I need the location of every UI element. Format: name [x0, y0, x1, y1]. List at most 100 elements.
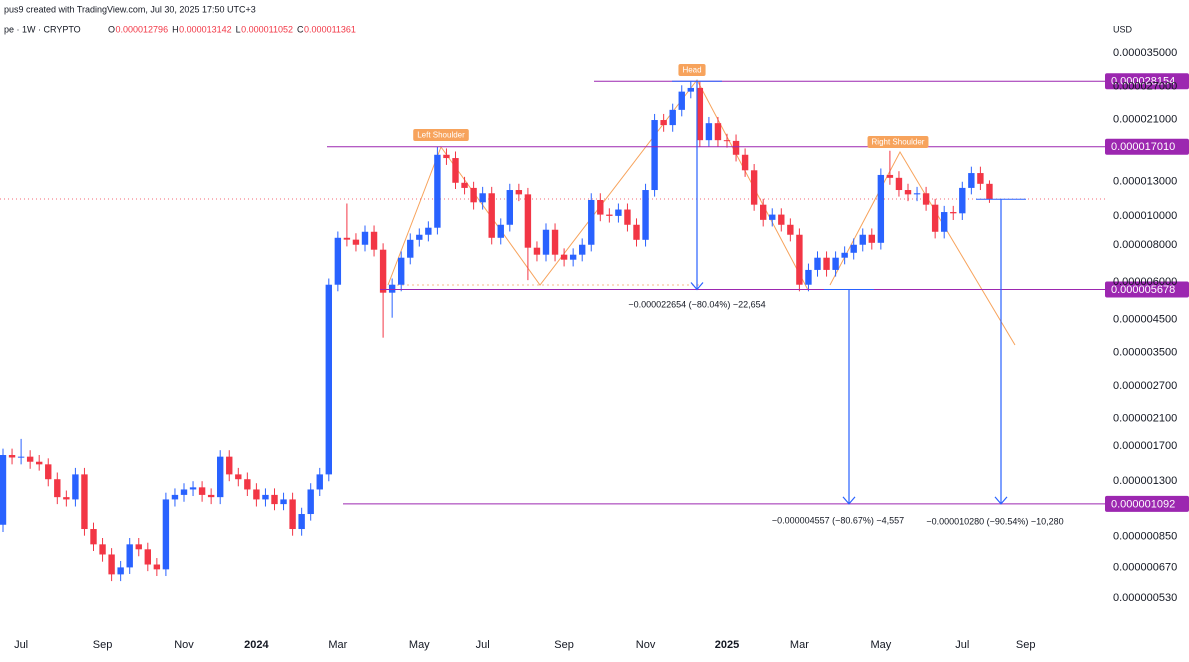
- candle-body: [850, 244, 857, 253]
- candle-body: [524, 194, 532, 248]
- x-tick-label: Jul: [476, 639, 490, 651]
- candle-body: [352, 239, 360, 245]
- candle-body: [271, 494, 278, 505]
- candle-body: [624, 209, 631, 225]
- x-tick-label: Sep: [1016, 639, 1036, 651]
- candle-body: [316, 474, 323, 490]
- ohlc-value: 0.000011361: [304, 24, 356, 34]
- candle-body: [72, 474, 79, 500]
- candle-body: [787, 224, 794, 235]
- candle-body: [579, 244, 586, 255]
- candle-body: [253, 489, 260, 500]
- candle-body: [750, 170, 758, 205]
- candle-body: [280, 499, 287, 505]
- candle-body: [452, 158, 459, 183]
- candle-body: [823, 257, 830, 270]
- candle-body: [180, 489, 188, 495]
- candle-body: [678, 91, 685, 110]
- y-tick-label: 0.000000670: [1113, 561, 1177, 573]
- candle-body: [642, 190, 649, 240]
- candle-body: [36, 461, 43, 465]
- price-tag-label: 0.000001092: [1111, 498, 1175, 510]
- y-axis-label: USD: [1113, 24, 1133, 34]
- drawings-over: 0.0000281540.0000170100.0000056780.00000…: [327, 64, 1189, 512]
- y-tick-label: 0.000000850: [1113, 530, 1177, 542]
- x-tick-label: 2024: [244, 639, 269, 651]
- measure-arrowhead: [690, 282, 704, 291]
- candle-body: [660, 120, 667, 126]
- candle-body: [796, 234, 803, 285]
- x-tick-label: May: [870, 639, 891, 651]
- candle-body: [968, 173, 975, 188]
- candle-body: [588, 199, 595, 245]
- y-tick-label: 0.000013000: [1113, 176, 1177, 188]
- candle-body: [922, 193, 930, 205]
- candle-body: [198, 487, 206, 495]
- y-tick-label: 0.000027000: [1113, 81, 1177, 93]
- candle-body: [153, 564, 161, 570]
- candle-body: [760, 204, 767, 220]
- candle-body: [370, 231, 378, 250]
- candle-body: [696, 87, 704, 141]
- candle-body: [207, 494, 215, 498]
- candle-body: [298, 514, 305, 530]
- candle-body: [461, 182, 468, 188]
- candle-body: [244, 479, 251, 490]
- candle-body: [841, 252, 848, 258]
- candle-body: [45, 464, 52, 480]
- candle-body: [325, 284, 332, 475]
- candle-body: [868, 234, 875, 243]
- candle-body: [723, 140, 731, 142]
- candle-body: [144, 549, 151, 565]
- candle-body: [135, 544, 142, 550]
- candle-body: [859, 234, 866, 245]
- candle-body: [805, 269, 812, 285]
- candle-body: [488, 193, 495, 238]
- x-tick-label: 2025: [715, 639, 739, 651]
- pattern-label-box: [867, 136, 929, 148]
- y-tick-label: 0.000004500: [1113, 314, 1177, 326]
- candle-body: [434, 154, 441, 228]
- price-tag: [1105, 281, 1189, 298]
- candle-body: [886, 174, 894, 178]
- candle-body: [334, 237, 342, 285]
- candle-body: [931, 204, 939, 232]
- candle-body: [551, 229, 559, 255]
- candle-body: [8, 455, 16, 458]
- measure-label: −0.000004557 (−80.67%) −4,557: [772, 515, 904, 525]
- y-tick-label: 0.000008000: [1113, 239, 1177, 251]
- pattern-label: Left Shoulder: [417, 131, 465, 140]
- x-tick-label: Mar: [328, 639, 347, 651]
- candle-body: [17, 456, 25, 458]
- x-tick-label: Sep: [93, 639, 113, 651]
- candle-body: [714, 123, 722, 141]
- candle-body: [986, 183, 993, 200]
- candle-body: [941, 212, 948, 232]
- candle-body: [814, 257, 821, 270]
- candle-body: [977, 173, 984, 184]
- candle-body: [705, 123, 713, 141]
- x-tick-label: Mar: [790, 639, 809, 651]
- candle-body: [479, 193, 486, 203]
- candle-body: [950, 212, 957, 214]
- candle-body: [515, 190, 523, 195]
- x-tick-label: Sep: [554, 639, 574, 651]
- candle-body: [687, 87, 694, 92]
- candle-body: [769, 214, 776, 220]
- candle-body: [54, 479, 61, 498]
- candle-body: [959, 187, 966, 214]
- y-tick-label: 0.000002100: [1113, 413, 1177, 425]
- candle-body: [343, 237, 351, 240]
- candle-body: [379, 249, 387, 293]
- header-symbol: pe · 1W · CRYPTO: [4, 24, 81, 34]
- candle-body: [904, 190, 912, 195]
- pattern-label: Head: [682, 66, 701, 75]
- candle-body: [416, 234, 423, 240]
- y-tick-label: 0.000000530: [1113, 592, 1177, 604]
- ohlc-value: 0.000013142: [179, 24, 232, 34]
- candle-body: [99, 544, 106, 555]
- candle-body: [669, 109, 676, 126]
- candle-body: [171, 494, 179, 500]
- pattern-label: Right Shoulder: [872, 138, 925, 147]
